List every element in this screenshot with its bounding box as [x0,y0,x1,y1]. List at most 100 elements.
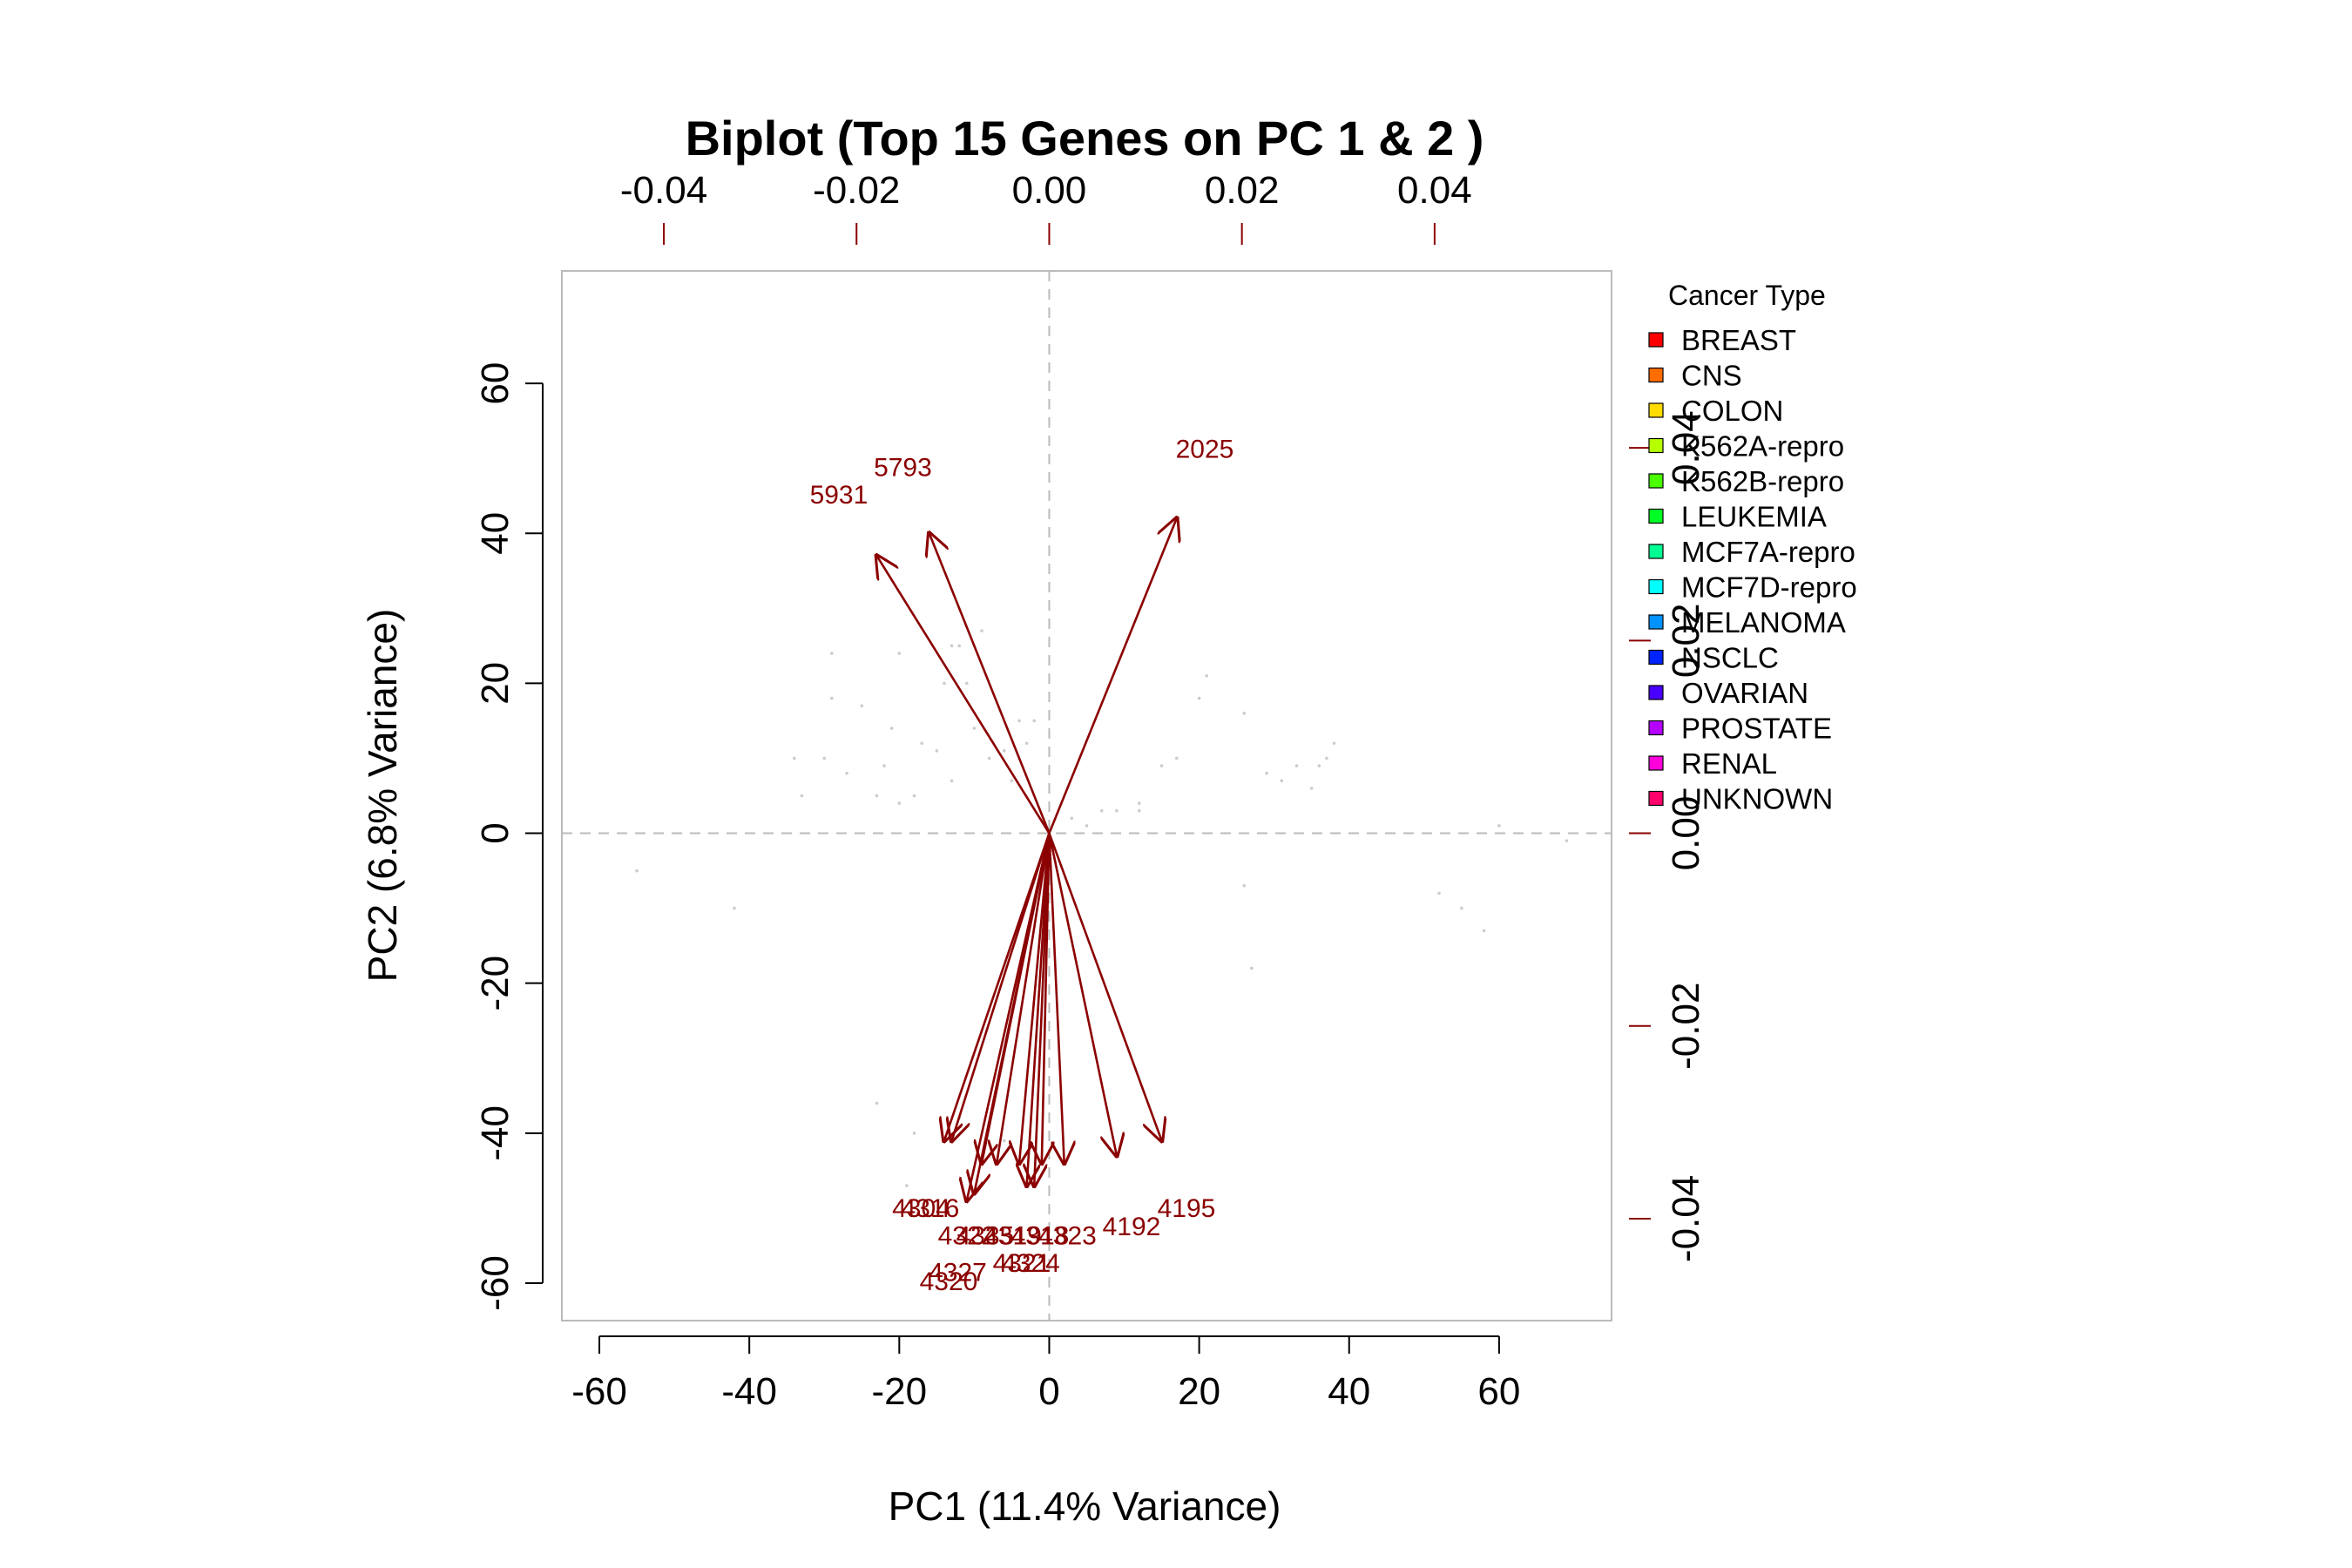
data-point [920,741,923,746]
legend-item-label: CNS [1681,360,1742,392]
legend-swatch [1648,367,1664,383]
data-point [1159,764,1164,767]
data-point [793,756,796,760]
gene-label: 4335 [956,1222,1015,1251]
legend-swatch [1648,649,1664,666]
legend-item-label: K562A-repro [1681,430,1844,463]
legend-swatch [1648,402,1664,418]
data-point [830,696,834,700]
data-point [912,794,916,798]
legend-swatch [1648,720,1664,736]
legend-swatch [1648,544,1664,559]
data-point [980,629,983,632]
x-tick-label: 20 [1178,1370,1220,1413]
x-tick-label: -40 [721,1370,777,1413]
data-point [1280,779,1284,783]
data-point [1325,756,1328,760]
gene-label: 4319 [983,1222,1042,1251]
data-point [950,644,954,648]
data-point [1294,764,1299,767]
legend-swatch [1648,790,1664,807]
chart-title: Biplot (Top 15 Genes on PC 1 & 2 ) [686,111,1484,166]
y-tick-label: 0 [474,822,517,843]
data-point [800,794,804,798]
y-tick-label: 60 [474,362,517,405]
reference-lines [562,271,1612,1321]
loading-arrow [944,833,1051,1141]
y-tick-label: 20 [474,662,517,705]
legend: Cancer Type BREAST CNSCOLONK562A-reproK56… [1648,280,1857,815]
data-point [1482,929,1486,933]
data-point [1242,883,1247,888]
gene-label: 4322 [938,1222,997,1251]
data-point [860,704,864,708]
loading-arrow [1019,833,1051,1164]
legend-item-label: MCF7D-repro [1681,571,1857,604]
data-point [1309,787,1314,790]
data-point [905,1184,909,1187]
loading-arrow [952,833,1051,1141]
data-point [1174,756,1179,760]
legend-title: Cancer Type [1668,280,1826,311]
y-tick-label: -60 [474,1255,517,1311]
data-point [1085,824,1089,828]
data-point [1242,712,1247,715]
gene-label: 2025 [1176,436,1234,464]
x-tick-label: 0 [1038,1370,1059,1413]
plot-frame [561,270,1612,1321]
x-axis-label: PC1 (11.4% Variance) [889,1484,1281,1529]
data-point [912,1132,916,1135]
legend-swatch [1648,508,1664,524]
x-tick-label: 60 [1477,1370,1520,1413]
data-point [964,681,969,686]
top-tick-label: 0.00 [1012,169,1087,212]
legend-item-label: K562B-repro [1681,465,1844,497]
data-point [935,749,939,753]
data-point [1070,816,1074,821]
legend-item-label: COLON [1681,395,1783,427]
legend-item-label: MCF7A-repro [1681,536,1855,568]
legend-item-label: MELANOMA [1681,606,1846,639]
data-point [1250,966,1254,970]
x-tick-label: 40 [1328,1370,1370,1413]
loading-arrow [997,833,1051,1164]
y-tick-label: 40 [474,512,517,555]
data-point [830,652,834,655]
data-point [957,644,961,648]
right-tick-label: -0.02 [1665,983,1707,1070]
data-point [1332,741,1336,746]
data-point [1024,741,1029,746]
gene-label: 4195 [1158,1194,1216,1223]
legend-item-label: BREAST [1681,324,1796,356]
gene-label: 4320 [920,1267,978,1296]
top-tick-label: -0.04 [620,169,707,212]
top-tick-label: -0.02 [813,169,900,212]
data-point [1137,801,1141,805]
loading-arrow [1048,833,1116,1156]
legend-swatch [1648,578,1664,595]
data-point [972,727,977,730]
gene-label: 4304 [892,1194,950,1223]
data-point [1497,824,1501,828]
legend-swatch [1648,437,1664,454]
right-tick-label: -0.04 [1665,1175,1707,1262]
loading-arrows [877,518,1177,1200]
legend-swatch [1648,685,1664,700]
data-point [1197,696,1201,700]
gene-label: 4318 [1011,1222,1070,1251]
top-tick-label: 0.02 [1205,169,1280,212]
data-point [950,779,954,783]
y-axis-label: PC2 (6.8% Variance) [360,609,405,983]
y-tick-label: -20 [474,956,517,1011]
loading-arrow [877,556,1051,835]
x-axis-top: -0.04 -0.02 0.00 0.02 0.04 [620,169,1472,245]
right-tick-label: 0.04 [1665,410,1707,485]
data-point [822,756,827,760]
gene-label: 4321 [993,1249,1051,1278]
y-axis-right: -0.04 -0.02 0.00 0.02 0.04 [1629,410,1707,1262]
loading-arrow [1048,518,1176,835]
gene-label: 5793 [874,454,932,483]
right-tick-label: 0.00 [1665,796,1707,871]
